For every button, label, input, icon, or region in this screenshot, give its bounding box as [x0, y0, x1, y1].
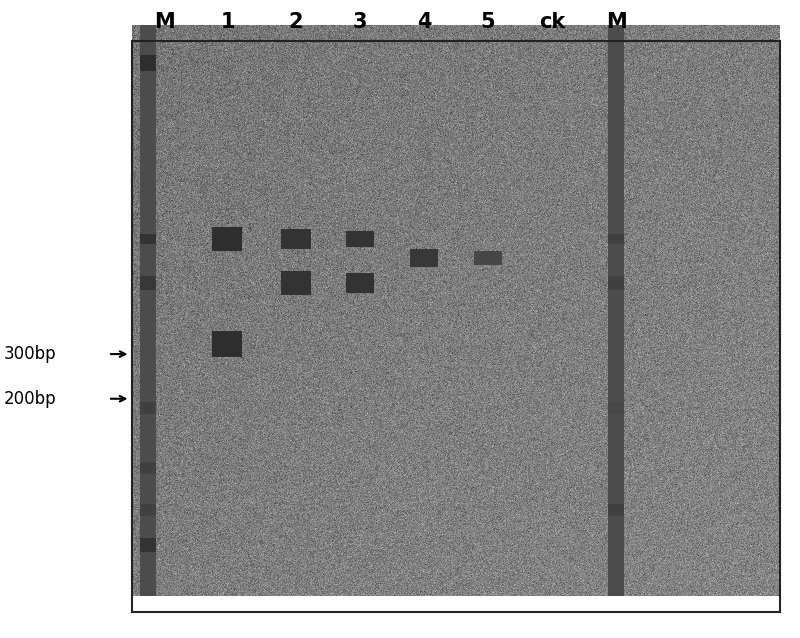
Bar — [132, 41, 780, 612]
Text: 5: 5 — [481, 12, 495, 33]
Text: 1: 1 — [221, 12, 235, 33]
Text: 200bp: 200bp — [4, 390, 57, 408]
Text: 2: 2 — [289, 12, 303, 33]
Text: 3: 3 — [353, 12, 367, 33]
Text: ck: ck — [539, 12, 565, 33]
Text: M: M — [154, 12, 174, 33]
Text: 300bp: 300bp — [4, 345, 57, 363]
Text: M: M — [606, 12, 626, 33]
Text: 4: 4 — [417, 12, 431, 33]
